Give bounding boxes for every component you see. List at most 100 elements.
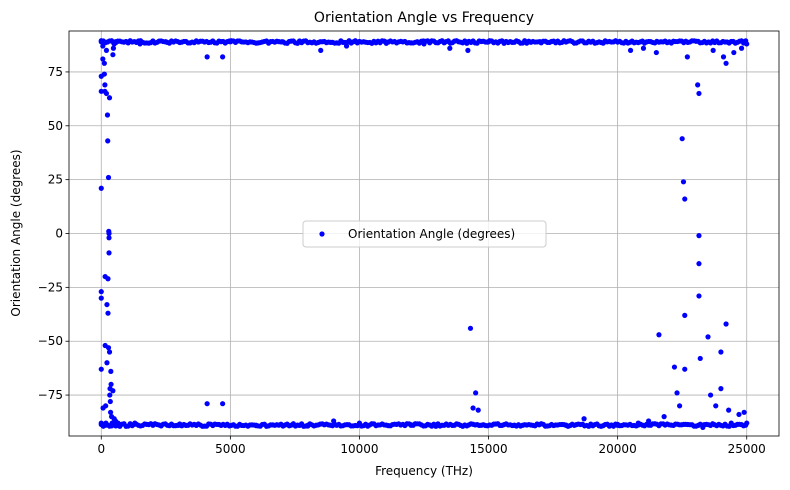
data-point (98, 88, 104, 94)
x-tick-label: 5000 (215, 442, 246, 456)
data-point (682, 196, 688, 202)
data-points (98, 38, 750, 430)
data-point (707, 392, 714, 398)
data-point (744, 41, 750, 47)
data-point (695, 82, 701, 88)
data-point (465, 47, 471, 53)
data-point (98, 39, 104, 45)
data-point (674, 390, 680, 396)
data-point (98, 295, 104, 301)
data-point (421, 41, 427, 47)
data-point (106, 250, 112, 256)
data-point (720, 54, 727, 60)
data-point (537, 39, 543, 45)
x-axis-label: Frequency (THz) (375, 464, 473, 478)
data-point (677, 403, 683, 409)
data-point (110, 52, 116, 58)
data-point (684, 54, 690, 60)
data-point (318, 47, 324, 53)
data-point (467, 325, 474, 331)
data-point (731, 49, 737, 56)
data-point (116, 422, 122, 428)
data-point (107, 409, 114, 415)
data-point (627, 47, 634, 53)
data-point (713, 403, 719, 409)
data-point (696, 293, 702, 299)
y-axis-label: Orientation Angle (degrees) (9, 149, 23, 316)
data-point (107, 398, 113, 405)
data-point (106, 95, 113, 101)
data-point (204, 401, 210, 407)
data-point (98, 185, 104, 191)
data-point (470, 405, 476, 411)
y-tick-label: 25 (48, 173, 63, 187)
data-point (108, 368, 114, 374)
data-point (696, 90, 702, 97)
data-point (132, 420, 138, 426)
data-point (723, 321, 729, 327)
data-point (305, 422, 311, 428)
data-point (408, 422, 414, 428)
y-tick-label: 0 (55, 227, 63, 241)
data-point (105, 310, 111, 316)
data-point (104, 301, 110, 308)
data-point (581, 416, 587, 422)
data-point (150, 422, 156, 428)
data-point (382, 39, 388, 45)
data-point (101, 60, 107, 66)
data-point (697, 355, 703, 362)
x-tick-label: 15000 (469, 442, 507, 456)
legend-marker (319, 231, 325, 237)
data-point (710, 47, 716, 53)
data-point (640, 45, 647, 51)
data-point (110, 388, 116, 394)
axis-ticks: 0 5000 10000 15000 20000 25000 75 50 25 0 −25 −50 −7… (38, 65, 766, 456)
data-point (107, 392, 113, 398)
data-point (696, 261, 702, 267)
legend: Orientation Angle (degrees) (302, 220, 547, 248)
data-point (738, 45, 745, 51)
data-point (105, 174, 112, 181)
y-tick-label: −50 (38, 334, 63, 348)
data-point (220, 54, 226, 60)
y-tick-label: −25 (38, 280, 63, 294)
data-point (615, 422, 621, 428)
legend-box (302, 220, 547, 248)
data-point (485, 39, 492, 45)
data-point (253, 422, 259, 428)
data-point (110, 45, 117, 51)
data-point (103, 47, 110, 53)
data-point (671, 364, 678, 370)
data-point (563, 422, 569, 428)
data-point (98, 366, 104, 372)
data-point (679, 136, 685, 142)
data-point (473, 390, 479, 396)
data-point (718, 386, 724, 392)
data-point (104, 360, 110, 366)
data-point (736, 411, 742, 418)
y-tick-label: 50 (48, 119, 63, 133)
data-point (602, 39, 608, 45)
data-point (661, 414, 667, 420)
data-point (103, 420, 109, 426)
data-point (101, 71, 107, 77)
data-point (103, 403, 109, 409)
data-point (220, 401, 226, 407)
data-point (105, 345, 112, 351)
data-point (204, 54, 210, 60)
legend-label: Orientation Angle (degrees) (348, 227, 515, 241)
data-point (108, 381, 114, 387)
data-point (728, 420, 734, 426)
data-point (279, 39, 285, 45)
y-tick-label: −75 (38, 388, 63, 402)
data-point (100, 43, 106, 49)
data-point (100, 56, 106, 62)
x-tick-label: 25000 (728, 442, 766, 456)
data-point (103, 90, 110, 97)
x-tick-label: 0 (97, 442, 105, 456)
y-tick-label: 75 (48, 65, 63, 79)
data-point (343, 43, 350, 49)
data-point (723, 60, 729, 66)
data-point (106, 349, 113, 355)
data-point (741, 409, 747, 415)
